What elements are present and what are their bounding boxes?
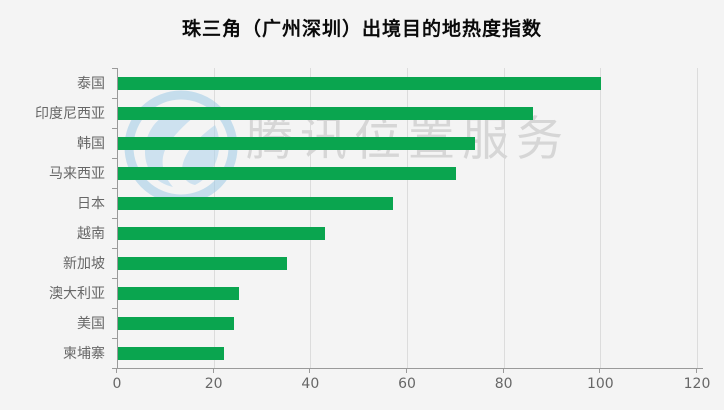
y-tick <box>112 248 117 249</box>
x-tick-60 <box>406 368 407 373</box>
category-label-row: 印度尼西亚 <box>0 98 105 128</box>
y-tick <box>112 278 117 279</box>
category-label-row: 柬埔寨 <box>0 338 105 368</box>
y-tick <box>112 158 117 159</box>
x-tick-0 <box>116 368 117 373</box>
y-tick <box>112 98 117 99</box>
category-label-row: 新加坡 <box>0 248 105 278</box>
category-label-马来西亚: 马来西亚 <box>49 166 105 182</box>
bar-row <box>118 128 697 158</box>
category-label-韩国: 韩国 <box>77 136 105 152</box>
category-label-row: 韩国 <box>0 128 105 158</box>
x-tick-80 <box>502 368 504 373</box>
y-tick <box>112 308 117 309</box>
x-tick-label-60: 60 <box>398 376 416 392</box>
x-tick-120 <box>696 368 697 373</box>
bar-马来西亚[interactable] <box>118 166 456 180</box>
bar-印度尼西亚[interactable] <box>118 106 533 120</box>
x-tick-label-20: 20 <box>204 376 223 392</box>
category-label-日本: 日本 <box>77 196 105 212</box>
category-label-row: 日本 <box>0 188 105 218</box>
x-axis-line <box>112 368 703 369</box>
y-tick <box>112 338 117 339</box>
category-label-泰国: 泰国 <box>77 76 105 92</box>
gridline-80 <box>503 68 505 368</box>
y-tick <box>112 218 117 219</box>
category-label-row: 美国 <box>0 308 105 338</box>
plot-area: 0 20 40 60 80 100 120 <box>112 68 710 392</box>
category-axis-labels: 泰国印度尼西亚韩国马来西亚日本越南新加坡澳大利亚美国柬埔寨 <box>0 68 105 368</box>
category-label-美国: 美国 <box>77 316 105 332</box>
bar-row <box>118 308 697 338</box>
x-tick-20 <box>212 368 214 373</box>
y-axis-line <box>117 68 118 368</box>
category-label-row: 马来西亚 <box>0 158 105 188</box>
bar-澳大利亚[interactable] <box>118 286 239 300</box>
y-tick <box>112 128 117 129</box>
bar-美国[interactable] <box>118 316 234 330</box>
bar-越南[interactable] <box>118 226 326 240</box>
bar-row <box>118 68 697 98</box>
category-label-新加坡: 新加坡 <box>63 256 105 272</box>
gridline-40 <box>310 68 312 368</box>
category-label-印度尼西亚: 印度尼西亚 <box>35 106 105 122</box>
x-tick-label-120: 120 <box>683 376 711 392</box>
bar-韩国[interactable] <box>118 136 476 150</box>
gridline-20 <box>213 68 215 368</box>
x-tick-40 <box>309 368 311 373</box>
bar-row <box>118 338 697 368</box>
bar-row <box>118 278 697 308</box>
x-tick-label-0: 0 <box>112 376 122 392</box>
bar-series <box>118 68 697 368</box>
gridline-120 <box>697 68 698 368</box>
bar-泰国[interactable] <box>118 76 601 90</box>
x-tick-label-40: 40 <box>301 376 320 392</box>
bar-row <box>118 98 697 128</box>
bar-row <box>118 188 697 218</box>
bar-日本[interactable] <box>118 196 394 210</box>
x-tick-label-80: 80 <box>494 376 513 392</box>
bar-新加坡[interactable] <box>118 256 287 270</box>
category-label-row: 泰国 <box>0 68 105 98</box>
y-tick <box>112 368 117 369</box>
gridline-60 <box>407 68 408 368</box>
category-label-柬埔寨: 柬埔寨 <box>63 346 105 362</box>
y-tick <box>112 188 117 189</box>
bar-row <box>118 218 697 248</box>
category-label-row: 越南 <box>0 218 105 248</box>
y-tick <box>112 68 117 69</box>
bar-row <box>118 248 697 278</box>
category-label-row: 澳大利亚 <box>0 278 105 308</box>
category-label-越南: 越南 <box>77 226 105 242</box>
gridline-100 <box>600 68 602 368</box>
x-tick-label-100: 100 <box>586 376 614 392</box>
category-label-澳大利亚: 澳大利亚 <box>49 286 105 302</box>
x-tick-100 <box>599 368 601 373</box>
chart-title: 珠三角（广州深圳）出境目的地热度指数 <box>181 18 542 40</box>
bar-柬埔寨[interactable] <box>118 346 225 360</box>
bar-row <box>118 158 697 188</box>
